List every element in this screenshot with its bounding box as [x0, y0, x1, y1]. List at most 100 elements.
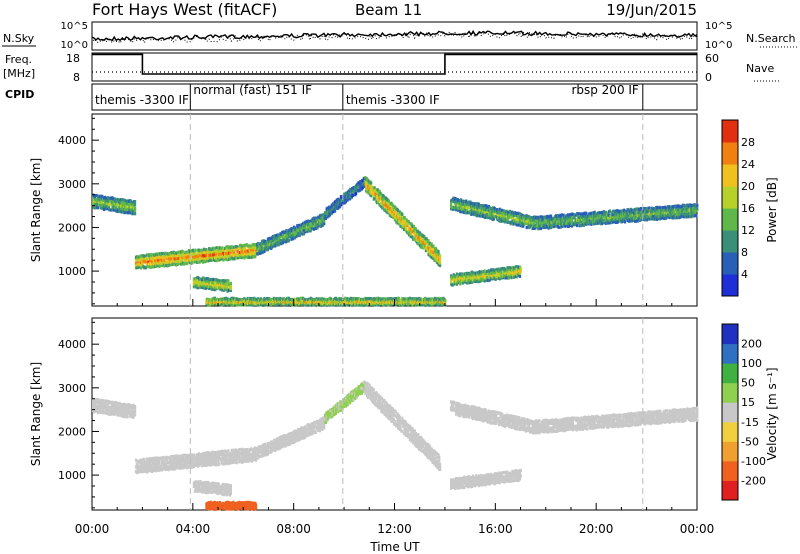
power-echo-cell — [134, 208, 137, 212]
power-echo-cell — [683, 214, 686, 218]
power-echo-cell — [617, 220, 620, 224]
power-echo-cell — [243, 297, 246, 301]
power-echo-cell — [371, 192, 374, 196]
power-echo-cell — [240, 249, 243, 253]
power-echo-cell — [554, 218, 557, 222]
power-echo-cell — [505, 276, 508, 280]
power-echo-cell — [122, 200, 125, 204]
power-echo-cell — [218, 283, 222, 287]
power-echo-cell — [386, 204, 390, 208]
power-echo-cell — [508, 274, 511, 278]
power-echo-cell — [682, 210, 685, 214]
power-echo-cell — [134, 203, 137, 207]
power-echo-cell — [261, 242, 264, 246]
power-echo-cell — [535, 219, 538, 223]
power-echo-cell — [115, 205, 118, 210]
power-echo-cell — [387, 199, 390, 203]
power-echo-cell — [393, 208, 396, 213]
velocity-echo-cell — [134, 458, 138, 462]
power-echo-cell — [332, 303, 335, 307]
power-echo-cell — [313, 219, 316, 223]
power-echo-cell — [212, 253, 215, 257]
power-echo-cell — [156, 264, 159, 268]
velocity-echo-cell — [123, 403, 127, 407]
power-echo-cell — [679, 207, 682, 211]
power-echo-cell — [550, 224, 553, 229]
power-echo-cell — [244, 255, 248, 259]
power-echo-cell — [450, 280, 453, 285]
power-echo-cell — [578, 212, 581, 216]
power-echo-cell — [481, 278, 485, 282]
power-echo-cell — [421, 298, 424, 302]
power-echo-cell — [226, 255, 229, 259]
power-echo-cell — [204, 257, 207, 261]
power-echo-cell — [423, 234, 426, 239]
power-echo-cell — [227, 279, 230, 283]
power-echo-cell — [417, 230, 420, 234]
power-echo-cell — [101, 194, 104, 198]
power-echo-cell — [468, 205, 471, 209]
power-echo-cell — [550, 214, 553, 218]
power-echo-band — [533, 203, 699, 231]
power-echo-cell — [267, 237, 270, 241]
power-echo-cell — [444, 298, 447, 302]
power-colorbar-swatch — [722, 186, 738, 209]
power-echo-cell — [172, 259, 175, 263]
power-echo-cell — [571, 221, 574, 225]
power-echo-cell — [221, 246, 224, 250]
power-echo-cell — [502, 209, 506, 213]
power-echo-cell — [684, 204, 687, 208]
power-echo-cell — [355, 192, 358, 196]
power-echo-cell — [334, 209, 337, 213]
power-echo-cell — [608, 218, 611, 222]
freq-label: Freq. — [5, 53, 32, 66]
power-colorbar-swatch — [722, 252, 738, 275]
velocity-echo-cell — [117, 405, 120, 409]
power-echo-cell — [302, 228, 306, 232]
beam-label: Beam 11 — [355, 1, 422, 19]
power-echo-cell — [514, 211, 517, 215]
velocity-echo-cell — [100, 410, 103, 414]
power-echo-cell — [208, 280, 211, 284]
power-echo-cell — [202, 247, 206, 251]
power-echo-cell — [661, 213, 664, 218]
power-echo-cell — [117, 202, 120, 207]
power-echo-cell — [504, 214, 507, 218]
power-echo-cell — [431, 246, 434, 250]
power-echo-cell — [532, 220, 535, 224]
power-echo-cell — [363, 184, 366, 188]
freq-trace — [92, 53, 697, 75]
power-echo-cell — [130, 206, 133, 210]
power-echo-cell — [216, 255, 219, 259]
power-echo-cell — [108, 202, 111, 206]
velocity-echo-cell — [134, 410, 137, 414]
power-echo-cell — [413, 231, 416, 235]
power-echo-cell — [469, 274, 472, 278]
power-echo-cell — [406, 219, 409, 223]
velocity-echo-cell — [95, 407, 98, 411]
power-echo-cell — [512, 273, 515, 277]
power-echo-cell — [604, 221, 607, 225]
power-echo-cell — [417, 238, 420, 242]
power-echo-cell — [594, 212, 597, 216]
power-echo-cell — [598, 211, 601, 215]
power-echo-cell — [450, 202, 453, 206]
velocity-echo-cell — [117, 413, 120, 417]
velocity-echo-cell — [107, 402, 110, 406]
power-echo-cell — [576, 223, 579, 228]
power-echo-cell — [437, 250, 440, 254]
power-echo-cell — [368, 182, 371, 186]
power-echo-cell — [439, 254, 442, 258]
power-echo-cell — [219, 257, 222, 261]
power-echo-band — [134, 243, 258, 270]
power-echo-cell — [513, 221, 516, 226]
velocity-echo-cell — [134, 406, 137, 410]
power-echo-cell — [639, 218, 643, 222]
power-echo-cell — [278, 241, 281, 245]
power-echo-cell — [310, 221, 313, 225]
power-echo-cell — [351, 190, 354, 194]
power-echo-cell — [643, 212, 646, 216]
power-echo-cell — [277, 233, 280, 237]
power-echo-cell — [635, 216, 638, 220]
